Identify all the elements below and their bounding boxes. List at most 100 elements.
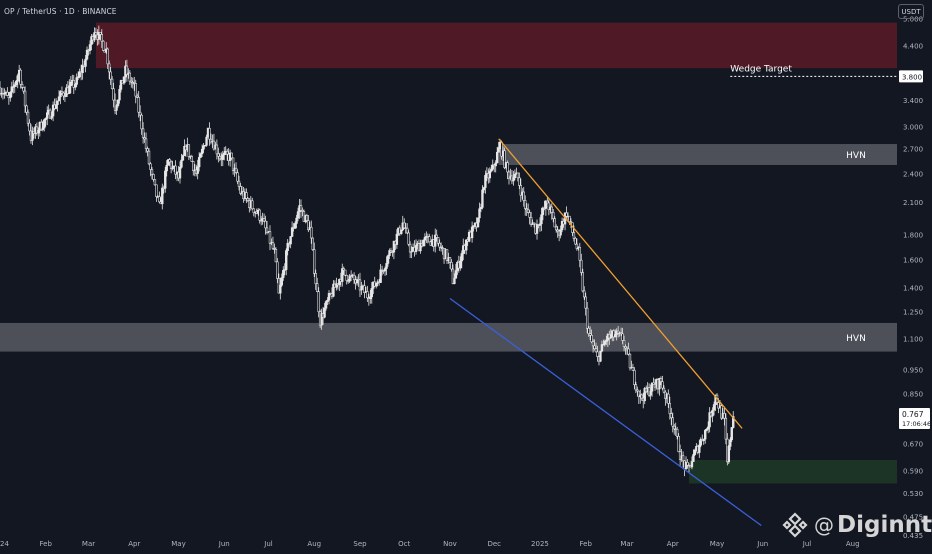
candle bbox=[43, 118, 46, 132]
candle-body bbox=[283, 269, 286, 271]
candle-body bbox=[658, 378, 661, 390]
currency-badge[interactable]: USDT bbox=[898, 4, 924, 19]
candle bbox=[596, 345, 599, 362]
candle bbox=[690, 456, 694, 470]
candle-body bbox=[85, 49, 89, 60]
candle-body bbox=[286, 242, 289, 251]
candle bbox=[320, 308, 323, 330]
candle bbox=[585, 302, 589, 334]
candle bbox=[239, 182, 242, 196]
candle-body bbox=[625, 347, 629, 350]
hvn-zone-2[interactable] bbox=[0, 322, 897, 352]
candle-body bbox=[317, 291, 320, 313]
candle bbox=[434, 228, 437, 253]
candle bbox=[612, 329, 615, 342]
candle bbox=[593, 339, 596, 351]
x-axis-tick-label: Dec bbox=[487, 540, 501, 548]
candle bbox=[419, 239, 422, 254]
candle bbox=[75, 73, 78, 88]
candle-body bbox=[553, 218, 556, 228]
wedge-upper-trendline[interactable] bbox=[498, 138, 743, 429]
candle bbox=[81, 58, 84, 80]
candle bbox=[217, 147, 220, 163]
candle-body bbox=[478, 208, 481, 219]
candle-body bbox=[612, 330, 615, 338]
candle bbox=[423, 233, 427, 247]
candle bbox=[57, 90, 61, 102]
candle-body bbox=[28, 122, 31, 132]
candle bbox=[627, 342, 630, 356]
candle bbox=[23, 86, 27, 113]
candle bbox=[35, 122, 39, 136]
candle-body bbox=[262, 218, 266, 222]
candle bbox=[37, 127, 40, 140]
candle-body bbox=[3, 93, 6, 95]
candle-body bbox=[369, 296, 372, 300]
candle-body bbox=[408, 243, 412, 253]
candle-body bbox=[732, 416, 735, 428]
candle-body bbox=[239, 186, 242, 194]
candle bbox=[282, 266, 285, 281]
hvn-zone-1[interactable] bbox=[498, 144, 897, 165]
candle-body bbox=[274, 249, 278, 263]
candle-body bbox=[588, 333, 592, 336]
candle-body bbox=[345, 274, 348, 281]
candle bbox=[153, 179, 157, 186]
x-axis-tick-label: Oct bbox=[398, 540, 410, 548]
candle-body bbox=[113, 99, 117, 111]
target-price-tag bbox=[899, 70, 923, 83]
candle bbox=[28, 119, 31, 136]
candle bbox=[711, 407, 714, 423]
candle-body bbox=[711, 409, 714, 417]
candle-body bbox=[490, 168, 493, 172]
candle bbox=[208, 122, 211, 146]
candle bbox=[100, 29, 103, 48]
wedge-lower-trendline[interactable] bbox=[449, 297, 762, 527]
candle-body bbox=[619, 332, 623, 335]
candle bbox=[234, 162, 238, 175]
candle-body bbox=[554, 226, 558, 231]
candle-body bbox=[332, 283, 335, 297]
candle-body bbox=[147, 150, 151, 165]
target-zone[interactable] bbox=[688, 460, 897, 484]
candle bbox=[624, 344, 627, 355]
candle bbox=[286, 239, 289, 256]
candle bbox=[202, 142, 205, 153]
candle-body bbox=[380, 269, 384, 272]
candle-body bbox=[637, 390, 641, 397]
candle-body bbox=[454, 270, 458, 279]
candle bbox=[140, 113, 143, 135]
candle-body bbox=[529, 216, 533, 225]
candle-body bbox=[370, 288, 373, 298]
candle bbox=[459, 256, 462, 271]
candle bbox=[454, 263, 458, 279]
candle bbox=[169, 160, 173, 174]
supply-zone[interactable] bbox=[95, 22, 898, 69]
candle bbox=[296, 207, 300, 222]
candle-body bbox=[56, 100, 59, 105]
candle bbox=[144, 132, 148, 153]
candle bbox=[550, 203, 553, 220]
x-axis-tick-label: Aug bbox=[846, 540, 860, 548]
candle bbox=[453, 273, 456, 285]
candle bbox=[658, 377, 661, 396]
candle-body bbox=[410, 250, 413, 253]
candle-body bbox=[540, 214, 543, 225]
candle-body bbox=[574, 237, 577, 245]
candle bbox=[494, 160, 497, 173]
candle-body bbox=[119, 80, 123, 90]
candle bbox=[525, 203, 528, 216]
candle-body bbox=[439, 246, 443, 249]
candle-body bbox=[48, 109, 52, 119]
candle-body bbox=[125, 65, 129, 75]
candle bbox=[332, 280, 335, 298]
candle bbox=[13, 82, 16, 93]
candle-body bbox=[75, 77, 78, 85]
candle bbox=[712, 401, 716, 416]
candle-body bbox=[234, 167, 238, 173]
x-axis-tick-label: Jun bbox=[218, 540, 230, 548]
x-axis-tick-label: May bbox=[710, 540, 724, 548]
candle-body bbox=[565, 212, 568, 217]
